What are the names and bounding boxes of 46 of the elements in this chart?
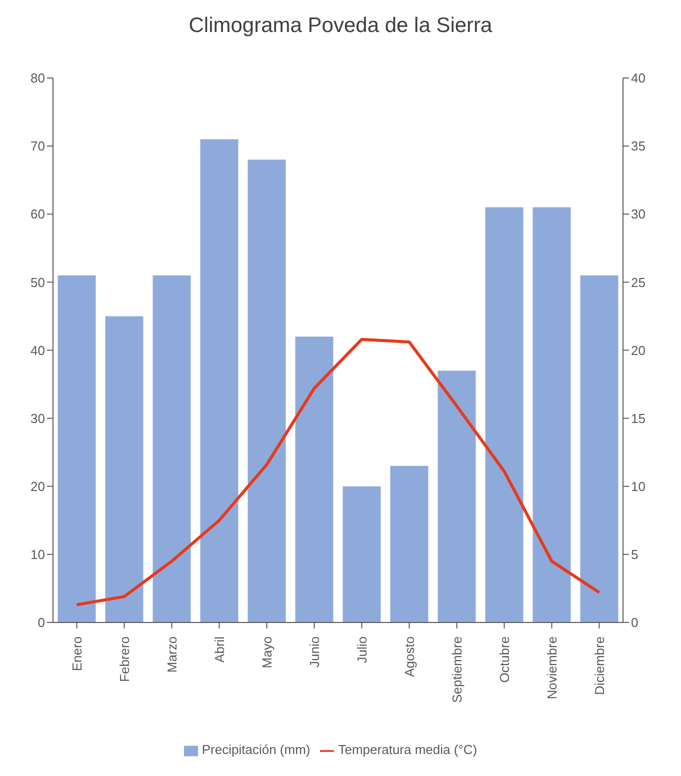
bar bbox=[152, 275, 191, 622]
bar bbox=[295, 336, 334, 622]
x-tick-label: Abril bbox=[212, 636, 227, 662]
y2-tick-label: 40 bbox=[631, 70, 646, 86]
y-tick-label: 0 bbox=[38, 615, 45, 630]
y2-tick-label: 15 bbox=[631, 410, 646, 426]
y-tick-label: 10 bbox=[30, 547, 45, 562]
y-tick-label: 40 bbox=[30, 342, 45, 358]
y2-tick-label: 25 bbox=[631, 274, 646, 290]
x-tick-label: Agosto bbox=[402, 636, 417, 677]
y-tick-label: 60 bbox=[30, 206, 45, 222]
y2-tick-label: 30 bbox=[631, 206, 646, 222]
y-tick-label: 30 bbox=[30, 410, 45, 426]
y2-tick-label: 20 bbox=[631, 342, 646, 358]
line-series bbox=[75, 338, 601, 606]
chart-title: Climograma Poveda de la Sierra bbox=[188, 14, 494, 38]
y-tick-label: 50 bbox=[30, 274, 45, 290]
x-tick-label: Octubre bbox=[496, 636, 512, 683]
x-tick-label: Marzo bbox=[164, 636, 180, 673]
bar bbox=[105, 316, 144, 622]
bar bbox=[580, 275, 618, 622]
y-tick-label: 80 bbox=[30, 70, 45, 86]
y2-tick-label: 35 bbox=[631, 138, 646, 154]
bar bbox=[200, 139, 238, 622]
x-tick-label: Mayo bbox=[259, 636, 274, 668]
x-tick-label: Diciembre bbox=[592, 636, 607, 695]
bar bbox=[485, 207, 524, 622]
x-tick-label: Febrero bbox=[116, 636, 132, 682]
x-tick-label: Julio bbox=[354, 636, 370, 664]
y-tick-label: 70 bbox=[30, 138, 45, 154]
x-tick-label: Junio bbox=[306, 636, 322, 668]
bar bbox=[438, 370, 476, 622]
bar bbox=[390, 466, 428, 622]
y-tick-label: 20 bbox=[30, 478, 45, 494]
legend-label: Temperatura media (°C) bbox=[338, 742, 478, 758]
x-tick-label: Septiembre bbox=[449, 636, 464, 703]
y2-tick-label: 10 bbox=[631, 478, 646, 494]
bar bbox=[58, 275, 96, 622]
x-tick-label: Noviembre bbox=[544, 636, 560, 700]
y2-tick-label: 0 bbox=[631, 615, 638, 630]
x-tick-label: Enero bbox=[69, 636, 84, 672]
legend-label: Precipitación (mm) bbox=[202, 742, 310, 758]
bar bbox=[342, 486, 381, 622]
bar bbox=[248, 160, 286, 622]
bar bbox=[532, 207, 571, 622]
y2-tick-label: 5 bbox=[631, 547, 638, 562]
